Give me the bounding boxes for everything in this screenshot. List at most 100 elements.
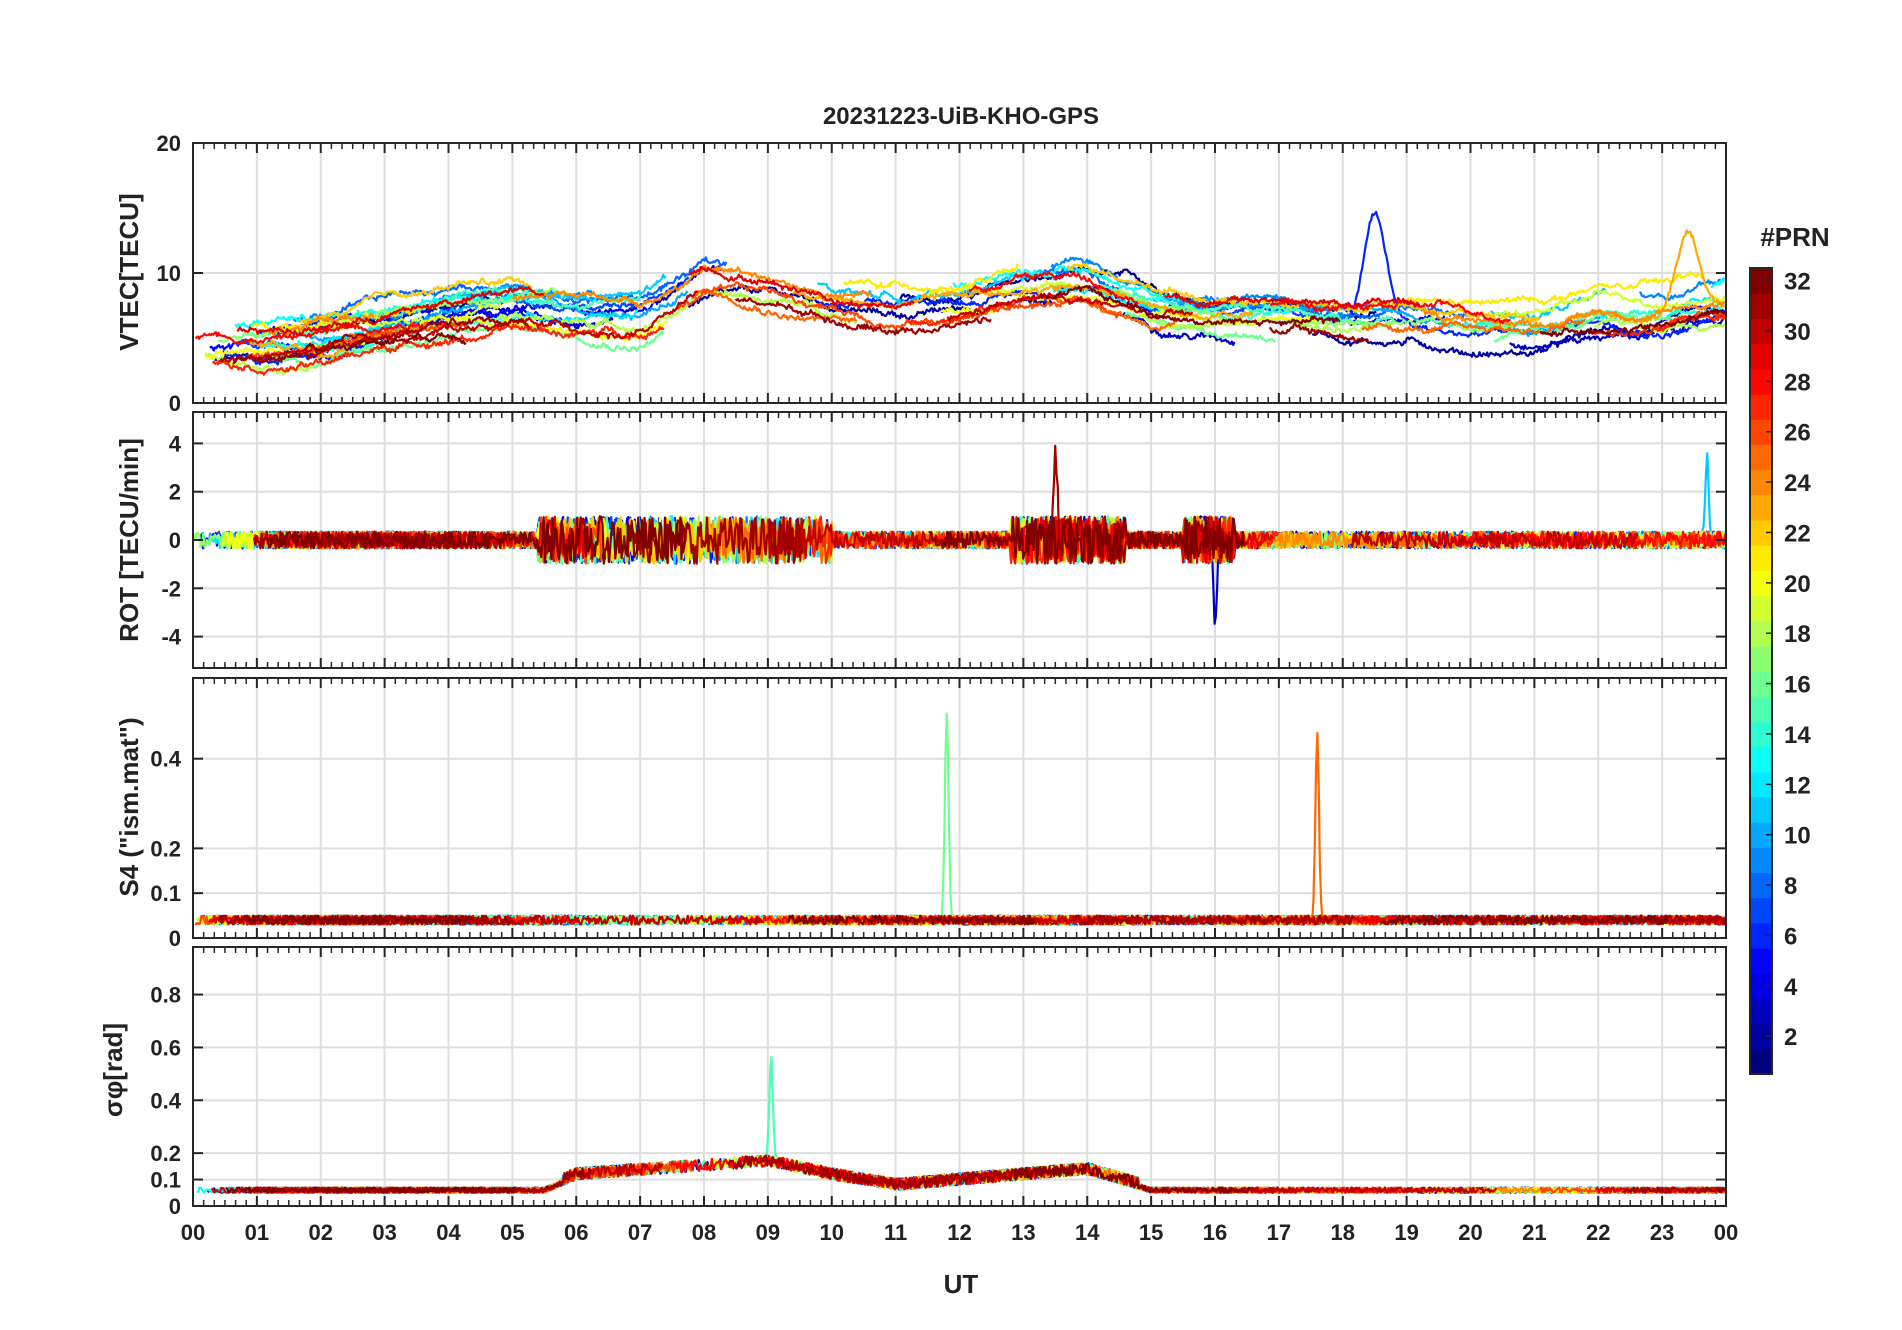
chart-title: 20231223-UiB-KHO-GPS: [823, 103, 1099, 130]
panel-s4: 0 0.1 0.2 0.4 S4 ("ism.mat"): [114, 677, 1727, 951]
vtec-series-prn-13: [234, 293, 555, 329]
s4-series-prn-25: [1280, 731, 1445, 926]
sigma_phi-series-prn-31: [1622, 1186, 1726, 1194]
colorbar-tick-label: 26: [1784, 420, 1811, 447]
rot-y-tick-label: -4: [161, 625, 181, 650]
sigma_phi-y-tick-label: 0.4: [150, 1088, 181, 1113]
sigma_phi-y-tick-label: 0: [169, 1194, 181, 1219]
colorbar-band-prn-23: [1750, 494, 1772, 521]
colorbar-tick-label: 20: [1784, 571, 1811, 598]
x-tick-label: 14: [1075, 1220, 1100, 1245]
x-tick-label: 13: [1011, 1220, 1035, 1245]
vtec-series-prn-27: [211, 323, 665, 376]
colorbar-band-prn-22: [1750, 519, 1772, 546]
colorbar-tick-label: 10: [1784, 823, 1811, 850]
vtec-series-prn-23: [1556, 229, 1726, 326]
vtec-series-prn-30: [946, 292, 1194, 322]
s4-series-prn-30: [307, 914, 763, 926]
sigma_phi-series-prn-32: [1717, 1187, 1726, 1193]
x-tick-label: 09: [756, 1220, 780, 1245]
colorbar-band-prn-25: [1750, 444, 1772, 471]
colorbar-band-prn-14: [1750, 721, 1772, 748]
rot-ylabel: ROT [TECU/min]: [114, 438, 144, 642]
rot-series: [193, 444, 1726, 625]
x-tick-label: 08: [692, 1220, 716, 1245]
x-tick-label: 17: [1267, 1220, 1291, 1245]
colorbar-tick-label: 24: [1784, 470, 1811, 497]
vtec-ylabel: VTEC[TECU]: [114, 193, 144, 350]
vtec-series-prn-21: [843, 263, 1019, 294]
rot-series-prn-32: [928, 515, 1246, 565]
vtec-series-prn-27: [1591, 314, 1726, 338]
vtec-series-prn-3: [1509, 318, 1724, 351]
x-tick-label: 16: [1203, 1220, 1227, 1245]
s4-y-tick-label: 0.1: [150, 881, 181, 906]
colorbar-band-prn-7: [1750, 897, 1772, 924]
colorbar-tick-label: 2: [1784, 1024, 1797, 1051]
vtec-series-prn-32: [1039, 285, 1340, 327]
s4-series-prn-31: [1073, 914, 1355, 926]
colorbar-tick-label: 28: [1784, 369, 1811, 396]
sigma_phi-series-prn-31: [727, 1154, 1072, 1190]
sigma_phi-series-prn-32: [1013, 1162, 1251, 1194]
vtec-series-prn-18: [1594, 317, 1726, 334]
colorbar-band-prn-20: [1750, 570, 1772, 597]
s4-series-prn-31: [1650, 914, 1726, 926]
s4-ylabel: S4 ("ism.mat"): [114, 717, 144, 896]
colorbar-band-prn-26: [1750, 419, 1772, 445]
vtec-series-prn-31: [1268, 323, 1369, 343]
vtec-series-prn-26: [674, 281, 1120, 331]
x-tick-label: 10: [820, 1220, 844, 1245]
colorbar-band-prn-18: [1750, 620, 1772, 647]
x-tick-label: 05: [500, 1220, 524, 1245]
rot-y-tick-label: 0: [169, 528, 181, 553]
s4-series-prn-28: [1323, 914, 1618, 926]
vtec-series-prn-30: [219, 290, 699, 363]
colorbar-band-prn-29: [1750, 343, 1772, 370]
colorbar-band-prn-28: [1750, 368, 1772, 395]
colorbar-band-prn-9: [1750, 847, 1772, 874]
vtec-series-prn-28: [195, 322, 430, 346]
vtec-series-prn-29: [236, 286, 545, 337]
sigma_phi-y-tick-label: 0.2: [150, 1141, 181, 1166]
rot-y-tick-label: 2: [169, 480, 181, 505]
s4-series-prn-32: [244, 914, 471, 926]
x-tick-label: 01: [245, 1220, 269, 1245]
x-tick-label: 00: [1714, 1220, 1738, 1245]
vtec-series-prn-25: [1361, 318, 1585, 336]
rot-series-prn-32: [264, 515, 687, 565]
sigma-phi-grid: [193, 947, 1726, 1206]
colorbar-band-prn-24: [1750, 469, 1772, 496]
x-tick-label: 18: [1331, 1220, 1355, 1245]
s4-y-tick-label: 0.4: [150, 747, 181, 772]
colorbar-band-prn-2: [1750, 1023, 1772, 1050]
colorbar-band-prn-16: [1750, 671, 1772, 697]
sigma_phi-y-tick-label: 0.8: [150, 983, 181, 1008]
vtec-series-prn-32: [1539, 308, 1726, 338]
colorbar-tick-label: 4: [1784, 974, 1798, 1001]
vtec-y-tick-label: 20: [157, 131, 181, 156]
vtec-series-prn-24: [512, 264, 872, 309]
s4-series-prn-32: [1382, 914, 1669, 926]
s4-grid: [193, 678, 1726, 938]
vtec-axes: 0 10 20: [157, 131, 1727, 416]
vtec-series-prn-29: [689, 266, 915, 310]
vtec-series-prn-28: [1269, 297, 1511, 325]
rot-series-prn-30: [1350, 530, 1639, 550]
colorbar-tick-label: 18: [1784, 621, 1811, 648]
x-tick-label: 22: [1586, 1220, 1610, 1245]
panel-vtec: 0 10 20 VTEC[TECU]: [114, 131, 1727, 416]
colorbar-band-prn-15: [1750, 696, 1772, 722]
colorbar-band-prn-12: [1750, 771, 1772, 798]
colorbar-band-prn-8: [1750, 872, 1772, 899]
sigma_phi-series-prn-30: [1219, 1186, 1498, 1194]
colorbar-band-prn-10: [1750, 822, 1772, 848]
colorbar-band-prn-31: [1750, 293, 1772, 319]
colorbar-band-prn-21: [1750, 545, 1772, 571]
x-tick-label: 19: [1394, 1220, 1418, 1245]
x-tick-label: 00: [181, 1220, 205, 1245]
x-tick-label: 06: [564, 1220, 588, 1245]
colorbar-tick-label: 14: [1784, 722, 1811, 749]
